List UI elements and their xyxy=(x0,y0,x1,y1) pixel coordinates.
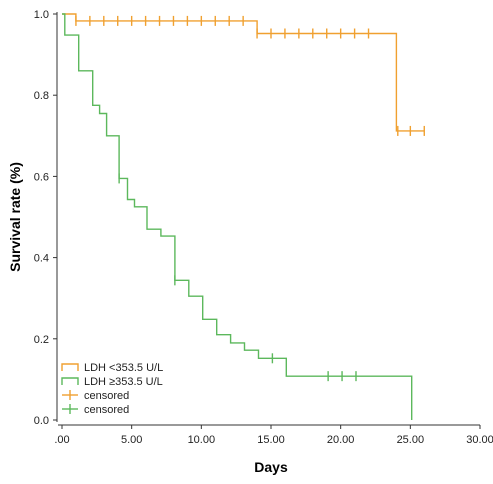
legend-item: censored xyxy=(62,390,129,402)
legend: LDH <353.5 U/L LDH ≥353.5 U/L censored cens… xyxy=(61,362,163,416)
legend-label: censored xyxy=(84,390,129,402)
x-tick-label: 25.00 xyxy=(397,434,425,446)
survival-line xyxy=(62,13,425,132)
y-tick-label: 0.8 xyxy=(34,90,49,102)
legend-item: LDH ≥353.5 U/L xyxy=(61,376,163,388)
legend-item: censored xyxy=(62,404,129,416)
legend-item: LDH <353.5 U/L xyxy=(61,362,163,374)
legend-label: censored xyxy=(84,404,129,416)
y-tick-label: 0.2 xyxy=(34,334,49,346)
y-tick-label: 0.6 xyxy=(34,171,49,183)
x-tick-label: 5.00 xyxy=(121,434,142,446)
x-tick-label: 20.00 xyxy=(327,434,355,446)
legend-label: LDH ≥353.5 U/L xyxy=(84,376,163,388)
series-layer xyxy=(62,13,425,420)
y-axis-title: Survival rate (%) xyxy=(7,162,23,272)
y-tick-label: 1.0 xyxy=(34,9,49,21)
y-tick-label: 0.4 xyxy=(34,253,49,265)
survival-line xyxy=(62,13,413,420)
x-tick-label: 10.00 xyxy=(188,434,216,446)
legend-line-swatch xyxy=(61,363,79,371)
axes: .00 5.00 10.00 15.00 20.00 25.00 30.00 0.0 0.2 0.… xyxy=(34,9,493,446)
x-tick-label: 30.00 xyxy=(466,434,493,446)
series-1 xyxy=(62,13,425,136)
legend-line-swatch xyxy=(61,377,79,385)
y-tick-label: 0.0 xyxy=(34,415,49,427)
x-tick-label: 15.00 xyxy=(257,434,285,446)
x-tick-label: .00 xyxy=(54,434,69,446)
series-2 xyxy=(62,13,413,420)
x-axis-title: Days xyxy=(254,459,288,475)
legend-label: LDH <353.5 U/L xyxy=(84,362,163,374)
